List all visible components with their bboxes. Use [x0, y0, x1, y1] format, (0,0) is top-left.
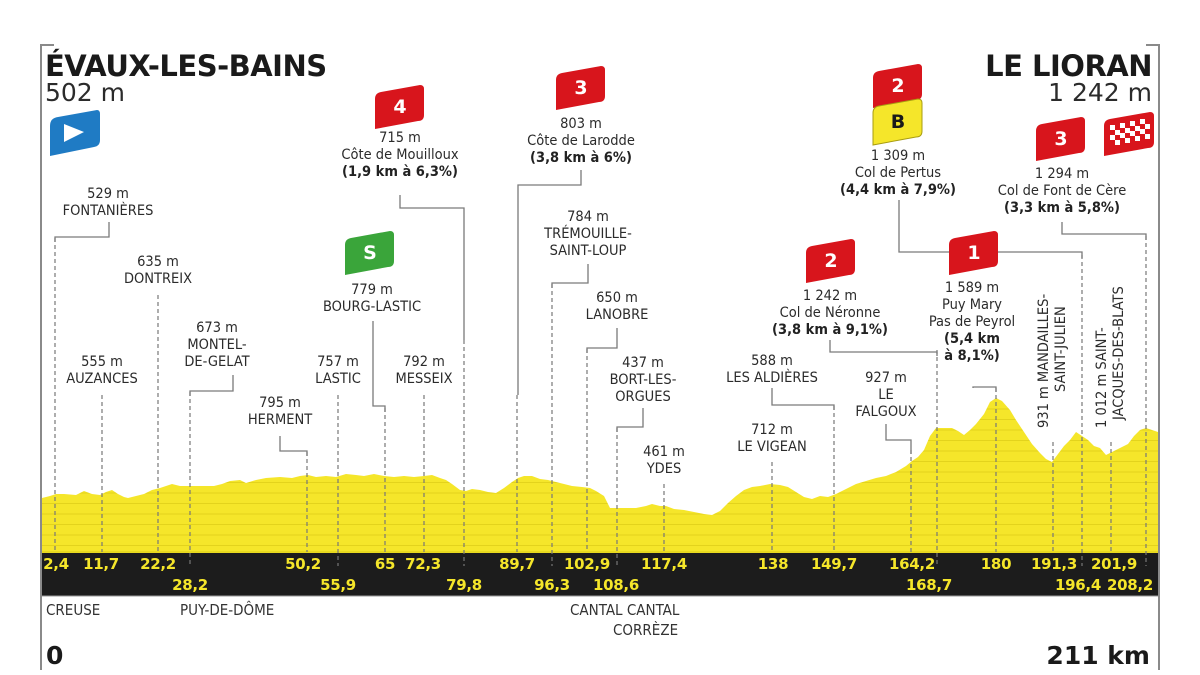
finish-checkered-flag-icon: [1104, 112, 1154, 156]
place-le-falgoux: 927 m LE FALGOUX: [855, 370, 917, 420]
frame-right-tick: [1146, 44, 1160, 46]
place-lanobre: 650 m LANOBRE: [585, 290, 649, 323]
department-puy-de-dome: PUY-DE-DÔME: [180, 601, 275, 619]
place-dontreix: 635 m DONTREIX: [123, 254, 193, 287]
climb-category-3-font-de-cere: 3: [1054, 128, 1068, 150]
km-marker: 196,4: [1055, 576, 1101, 594]
department-cantal: CANTAL CANTAL: [570, 601, 680, 619]
frame-left-tick: [40, 44, 54, 46]
department-correze: CORRÈZE: [613, 621, 679, 639]
climb-label-neronne: 1 242 m Col de Néronne (3,8 km à 9,1%): [772, 288, 888, 338]
department-creuse: CREUSE: [46, 601, 101, 619]
place-saint-jacques-des-blats: 1 012 m SAINT- JACQUES-DES-BLATS: [1094, 286, 1127, 428]
km-bar: [42, 552, 1158, 596]
climb-badge-cat3-font-de-cere: [1036, 117, 1085, 161]
km-marker: 191,3: [1031, 555, 1077, 573]
finish-altitude: 1 242 m: [1048, 78, 1152, 107]
climb-label-pertus: 1 309 m Col de Pertus (4,4 km à 7,9%): [840, 148, 956, 198]
distance-start: 0: [46, 641, 64, 670]
sprint-badge-bourg-lastic: [345, 231, 394, 275]
place-tremouille-saint-loup: 784 m TRÉMOUILLE- SAINT-LOUP: [544, 209, 632, 259]
climb-label-puy-mary: 1 589 m Puy Mary Pas de Peyrol (5,4 km à…: [928, 280, 1016, 364]
start-altitude: 502 m: [45, 78, 126, 107]
km-marker: 50,2: [285, 555, 321, 573]
km-marker: 96,3: [534, 576, 570, 594]
profile-area: [42, 398, 1158, 552]
frame-left-line: [40, 44, 42, 670]
km-marker: 11,7: [83, 555, 119, 573]
place-ydes: 461 m YDES: [643, 444, 685, 477]
place-le-vigean: 712 m LE VIGEAN: [737, 422, 807, 455]
start-town-title: ÉVAUX-LES-BAINS: [45, 49, 327, 83]
climb-badge-cat3-larodde: [556, 66, 605, 110]
sprint-label-bourg-lastic: 779 m BOURG-LASTIC: [322, 282, 422, 315]
km-marker: 168,7: [906, 576, 952, 594]
km-marker: 102,9: [564, 555, 610, 573]
km-marker: 180: [980, 555, 1012, 573]
km-marker: 72,3: [405, 555, 441, 573]
km-marker: 89,7: [499, 555, 535, 573]
place-les-aldieres: 588 m LES ALDIÈRES: [726, 353, 818, 386]
distance-end: 211 km: [1046, 641, 1150, 670]
km-marker: 108,6: [593, 576, 639, 594]
climb-label-font-de-cere: 1 294 m Col de Font de Cère (3,3 km à 5,…: [997, 166, 1127, 216]
km-marker: 22,2: [140, 555, 176, 573]
bonus-b-icon: B: [890, 111, 906, 133]
climb-category-1: 1: [967, 242, 981, 264]
place-montel-de-gelat: 673 m MONTEL- DE-GELAT: [184, 320, 250, 370]
km-marker: 138: [757, 555, 789, 573]
climb-badge-cat4-mouilloux: [375, 85, 424, 129]
climb-category-2-pertus: 2: [891, 75, 905, 97]
km-dashed-markers: [54, 236, 1147, 566]
km-marker: 208,2: [1107, 576, 1153, 594]
km-marker: 201,9: [1091, 555, 1137, 573]
km-marker: 65: [374, 555, 396, 573]
climb-label-larodde: 803 m Côte de Larodde (3,8 km à 6%): [527, 116, 635, 166]
finish-town-title: LE LIORAN: [985, 49, 1152, 83]
place-herment: 795 m HERMENT: [247, 395, 313, 428]
sprint-s-icon: S: [363, 242, 377, 264]
km-marker: 117,4: [641, 555, 687, 573]
km-marker: 149,7: [811, 555, 857, 573]
leader-lines: [54, 170, 1147, 456]
km-marker: 55,9: [320, 576, 356, 594]
km-marker: 28,2: [172, 576, 208, 594]
frame-right-line: [1158, 44, 1160, 670]
climb-category-4: 4: [393, 96, 407, 118]
bonus-badge-pertus: [872, 98, 923, 146]
place-auzances: 555 m AUZANCES: [66, 354, 138, 387]
km-marker: 2,4: [43, 555, 69, 573]
start-flag-icon: [50, 110, 100, 156]
climb-category-2-neronne: 2: [824, 250, 838, 272]
place-lastic: 757 m LASTIC: [315, 354, 361, 387]
climb-label-mouilloux: 715 m Côte de Mouilloux (1,9 km à 6,3%): [341, 130, 459, 180]
climb-badge-cat2-neronne: [806, 239, 855, 283]
climb-category-3-larodde: 3: [574, 77, 588, 99]
place-mandailles-saint-julien: 931 m MANDAILLES- SAINT-JULIEN: [1036, 293, 1069, 428]
place-bort-les-orgues: 437 m BORT-LES- ORGUES: [609, 355, 677, 405]
climb-badge-cat2-pertus: [873, 64, 922, 108]
place-messeix: 792 m MESSEIX: [395, 354, 453, 387]
km-marker: 79,8: [446, 576, 482, 594]
km-marker: 164,2: [889, 555, 935, 573]
climb-badge-cat1-puy-mary: [949, 231, 998, 275]
place-fontanieres: 529 m FONTANIÈRES: [62, 186, 154, 219]
